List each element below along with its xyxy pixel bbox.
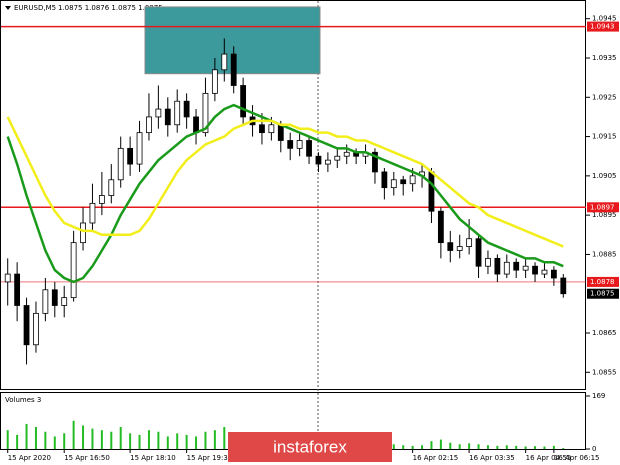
candle-body: [466, 238, 473, 247]
level-label: 1.0878: [590, 278, 615, 286]
candle-body: [117, 147, 124, 181]
candle-body: [42, 289, 49, 314]
x-tick-label: 15 Apr 16:50: [64, 454, 110, 462]
moving-average: [6, 103, 564, 284]
candle-body: [193, 116, 199, 134]
candle-body: [447, 242, 454, 251]
candle-body: [80, 222, 86, 244]
price-frame: [0, 0, 586, 390]
candle-body: [343, 151, 350, 157]
volume-tick-label: 0: [592, 445, 596, 453]
candle-body: [315, 155, 322, 165]
candle-body: [475, 238, 482, 267]
candle-body: [277, 124, 284, 141]
candle-body: [381, 171, 388, 189]
candle-body: [334, 155, 341, 161]
candle-body: [409, 175, 416, 185]
y-tick-label: 1.0915: [592, 133, 617, 141]
candle-body: [108, 179, 115, 196]
level-label: 1.0943: [590, 23, 615, 31]
level-tag: [587, 21, 619, 32]
x-tick-label: 16 Apr 02:15: [413, 454, 459, 462]
candle-body: [221, 53, 228, 71]
candle-body: [89, 202, 96, 224]
candle-body: [428, 171, 435, 212]
candle-body: [560, 277, 567, 295]
y-tick-label: 1.0945: [592, 15, 617, 23]
volume-label: Volumes 3: [5, 396, 41, 404]
candle-body: [400, 179, 407, 185]
candle-body: [174, 100, 181, 126]
watermark: instaforex: [273, 437, 347, 456]
candle-body: [51, 289, 58, 306]
candle-body: [541, 269, 548, 275]
x-tick-label: 16 Apr 06:15: [554, 454, 600, 462]
volume-tick-label: 169: [592, 392, 605, 400]
candle-body: [485, 257, 491, 267]
candle-body: [324, 159, 331, 165]
candle-body: [550, 269, 557, 279]
candle-body: [155, 108, 162, 118]
candle-body: [230, 53, 237, 86]
candle-body: [98, 195, 105, 204]
candle-body: [136, 132, 143, 165]
watermark-banner: [228, 432, 392, 462]
candle-body: [296, 140, 303, 149]
level-tag: [587, 202, 619, 213]
candle-body: [70, 242, 77, 299]
candle-body: [127, 147, 134, 165]
candle-body: [14, 273, 21, 306]
y-tick-label: 1.0935: [592, 54, 617, 62]
candle-body: [503, 261, 510, 275]
candle-body: [259, 124, 265, 134]
candle-body: [532, 265, 538, 275]
candle-body: [202, 92, 209, 134]
x-tick-label: 16 Apr 03:35: [469, 454, 515, 462]
candle-body: [164, 108, 171, 126]
candle-body: [437, 210, 444, 244]
candle-body: [372, 151, 378, 173]
x-tick-label: 16 Apr 04:55: [526, 454, 572, 462]
candle-body: [494, 257, 501, 275]
last-price-tag: [587, 288, 619, 299]
x-tick-label: 15 Apr 2020: [8, 454, 51, 462]
y-tick-label: 1.0865: [592, 329, 617, 337]
candle-body: [240, 85, 247, 118]
moving-average: [6, 116, 564, 248]
x-tick-label: 15 Apr 19:30: [187, 454, 233, 462]
candle-body: [522, 265, 529, 271]
menu-icon: [5, 6, 11, 10]
level-tag: [587, 276, 619, 287]
candle-body: [306, 140, 312, 157]
candle-body: [4, 273, 11, 283]
quote: 1.0875 1.0876 1.0875 1.0875: [58, 4, 163, 12]
candle-body: [33, 312, 39, 346]
candle-body: [390, 179, 397, 189]
level-label: 1.0897: [590, 203, 615, 211]
candle-body: [513, 261, 520, 271]
symbol: EURUSD,M5: [14, 4, 56, 12]
candle-body: [183, 100, 190, 118]
y-tick-label: 1.0855: [592, 368, 617, 376]
candle-body: [287, 140, 294, 149]
candle-body: [211, 69, 218, 94]
y-tick-label: 1.0905: [592, 172, 617, 180]
x-tick-label: 15 Apr 18:10: [130, 454, 176, 462]
y-tick-label: 1.0895: [592, 211, 617, 219]
candle-body: [61, 297, 68, 306]
y-tick-label: 1.0885: [592, 250, 617, 258]
candle-body: [268, 124, 275, 134]
last-price-label: 1.0875: [590, 290, 615, 298]
y-tick-label: 1.0925: [592, 93, 617, 101]
candle-body: [146, 116, 152, 134]
candle-body: [23, 305, 30, 346]
candle-body: [456, 246, 463, 251]
